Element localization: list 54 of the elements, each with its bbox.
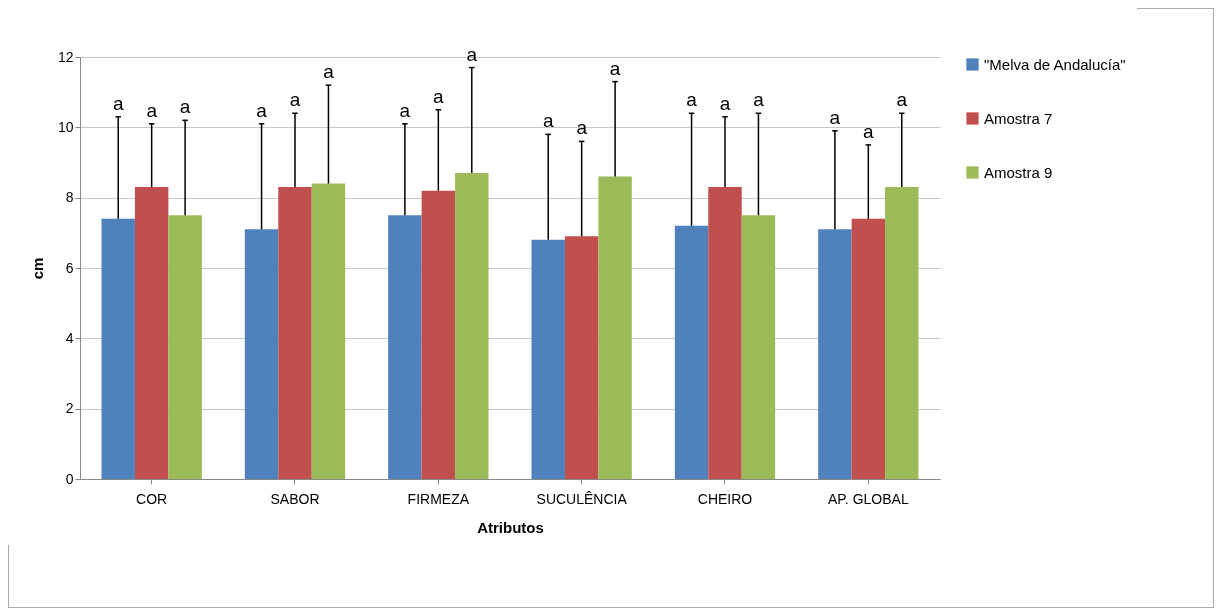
y-tick-label: 2 xyxy=(65,400,74,417)
annotation: a xyxy=(719,92,731,114)
annotation: a xyxy=(289,89,301,111)
bar xyxy=(674,225,709,479)
legend-label: Amostra 9 xyxy=(984,163,1053,181)
bar xyxy=(531,239,565,479)
x-tick-label: AP. GLOBAL xyxy=(827,490,909,507)
annotation: a xyxy=(609,57,621,79)
x-tick-label: FIRMEZA xyxy=(407,490,470,507)
annotation: a xyxy=(146,99,158,121)
bar xyxy=(818,229,852,479)
bar xyxy=(134,187,169,479)
annotation: a xyxy=(829,106,841,128)
bar xyxy=(741,215,776,479)
annotation: a xyxy=(179,96,191,118)
annotation: a xyxy=(112,92,124,114)
bar xyxy=(564,236,599,479)
bar xyxy=(278,187,312,479)
annotation: a xyxy=(896,89,908,111)
bar xyxy=(708,187,742,479)
annotation: a xyxy=(466,43,478,65)
annotation: a xyxy=(256,99,268,121)
bar xyxy=(388,215,422,479)
x-tick-label: COR xyxy=(136,490,168,507)
annotation: a xyxy=(399,99,411,121)
bar xyxy=(101,218,135,479)
annotation: a xyxy=(542,110,554,132)
legend-label: Amostra 7 xyxy=(984,109,1053,127)
legend-label: "Melva de Andalucía" xyxy=(984,55,1126,73)
x-tick-label: SABOR xyxy=(270,490,320,507)
annotation: a xyxy=(433,85,445,107)
annotation: a xyxy=(753,89,765,111)
bar xyxy=(598,176,632,479)
bar xyxy=(244,229,279,479)
annotation: a xyxy=(686,89,698,111)
y-axis-title: cm xyxy=(28,257,46,280)
y-tick-label: 8 xyxy=(65,189,74,206)
y-tick-label: 10 xyxy=(57,118,74,135)
annotation: a xyxy=(863,120,875,142)
bar xyxy=(455,173,489,479)
x-axis-title: Atributos xyxy=(477,518,544,536)
y-tick-label: 4 xyxy=(65,329,74,346)
x-tick-label: SUCULÊNCIA xyxy=(536,490,628,507)
annotation: a xyxy=(576,117,588,139)
y-tick-label: 12 xyxy=(57,48,74,65)
bar xyxy=(311,183,346,479)
annotation: a xyxy=(323,61,335,83)
bar xyxy=(421,190,456,479)
bar xyxy=(851,218,886,479)
bar xyxy=(168,215,202,479)
y-tick-label: 6 xyxy=(65,259,74,276)
y-tick-label: 0 xyxy=(65,470,74,487)
x-tick-label: CHEIRO xyxy=(697,490,753,507)
bar xyxy=(885,187,919,479)
